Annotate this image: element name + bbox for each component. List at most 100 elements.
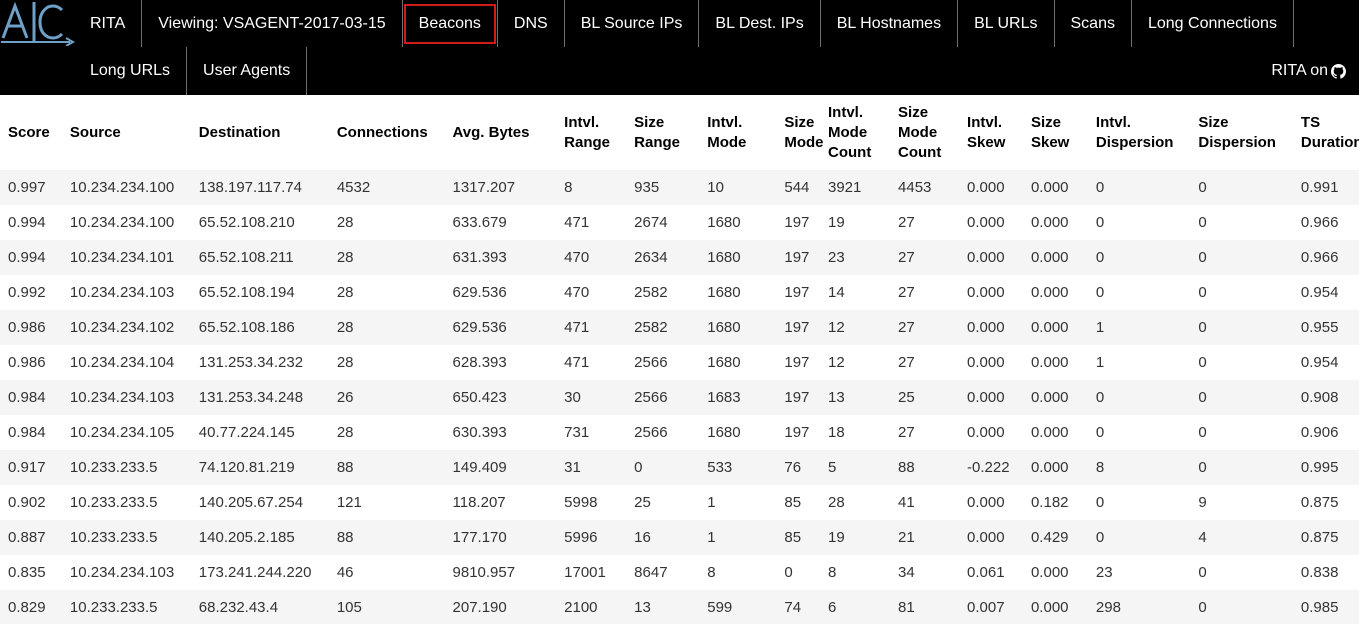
table-cell: 4532 xyxy=(328,170,445,205)
nav-user-agents[interactable]: User Agents xyxy=(187,47,308,95)
table-cell: 0 xyxy=(1087,485,1191,520)
nav-bl-urls-label: BL URLs xyxy=(974,14,1038,32)
table-cell: 34 xyxy=(890,555,960,590)
table-cell: 10.234.234.103 xyxy=(61,555,191,590)
column-header[interactable]: Destination xyxy=(191,95,329,170)
table-cell: 2566 xyxy=(626,380,700,415)
column-header[interactable]: Connections xyxy=(329,95,445,170)
table-cell: 0 xyxy=(1190,275,1293,310)
table-cell: 0.429 xyxy=(1022,520,1088,555)
table-cell: 0.000 xyxy=(959,310,1023,345)
nav-beacons[interactable]: Beacons xyxy=(403,0,498,47)
table-cell: 10.234.234.104 xyxy=(61,345,191,380)
table-cell: 731 xyxy=(556,415,627,450)
nav-bl-source-ips[interactable]: BL Source IPs xyxy=(565,0,700,47)
table-cell: 10.234.234.100 xyxy=(61,170,191,205)
table-cell: 0 xyxy=(1087,380,1191,415)
table-cell: 16 xyxy=(626,520,700,555)
table-cell: 0.000 xyxy=(1022,415,1088,450)
table-cell: 27 xyxy=(890,240,960,275)
column-header-line: Range xyxy=(634,133,681,151)
table-cell: 0.000 xyxy=(1022,240,1088,275)
column-header[interactable]: Intvl. Skew xyxy=(959,95,1023,170)
table-cell: 0.986 xyxy=(0,345,62,380)
column-header[interactable]: Size Skew xyxy=(1023,95,1088,170)
table-cell: 10.234.234.101 xyxy=(61,240,191,275)
table-cell: 0.954 xyxy=(1292,345,1359,380)
table-cell: 28 xyxy=(328,310,445,345)
table-cell: 0.000 xyxy=(1022,310,1088,345)
nav-bl-hostnames[interactable]: BL Hostnames xyxy=(821,0,959,47)
table-cell: 140.205.67.254 xyxy=(190,485,329,520)
table-cell: 471 xyxy=(556,205,627,240)
column-header[interactable]: Size Range xyxy=(626,95,699,170)
nav-viewing-dataset[interactable]: Viewing: VSAGENT-2017-03-15 xyxy=(142,0,403,47)
table-cell: 0.835 xyxy=(0,555,62,590)
table-cell: 12 xyxy=(820,310,891,345)
nav-long-urls[interactable]: Long URLs xyxy=(74,47,188,95)
column-header-line: Score xyxy=(8,123,50,141)
table-cell: 26 xyxy=(328,380,445,415)
nav-long-connections-label: Long Connections xyxy=(1147,14,1277,32)
table-cell: 631.393 xyxy=(444,240,557,275)
table-cell: 0 xyxy=(1190,205,1293,240)
table-cell: 0.000 xyxy=(959,345,1023,380)
column-header[interactable]: Intvl. Range xyxy=(556,95,626,170)
table-cell: 0.000 xyxy=(1022,275,1088,310)
nav-bl-dest-ips[interactable]: BL Dest. IPs xyxy=(699,0,821,47)
column-header[interactable]: Intvl. Mode xyxy=(699,95,776,170)
table-cell: 2100 xyxy=(556,590,627,624)
table-cell: 0.995 xyxy=(1292,450,1359,485)
column-header[interactable]: Size Mode xyxy=(776,95,823,170)
table-cell: 1 xyxy=(699,520,777,555)
table-cell: 471 xyxy=(556,310,627,345)
table-cell: 0.994 xyxy=(0,240,62,275)
nav-scans[interactable]: Scans xyxy=(1055,0,1132,47)
column-header[interactable]: Size Mode Count xyxy=(890,95,959,170)
table-cell: 65.52.108.194 xyxy=(190,275,329,310)
column-header-line: Size xyxy=(784,113,815,131)
table-cell: 28 xyxy=(328,275,445,310)
table-cell: 0.838 xyxy=(1292,555,1359,590)
table-cell: 0.906 xyxy=(1292,415,1359,450)
table-cell: 0.986 xyxy=(0,310,62,345)
table-cell: 5998 xyxy=(556,485,627,520)
column-header[interactable]: Intvl. Mode Count xyxy=(820,95,890,170)
table-cell: 0.000 xyxy=(959,205,1023,240)
nav-rita[interactable]: RITA xyxy=(74,0,143,47)
column-header-line: Count xyxy=(828,143,872,161)
nav-dns[interactable]: DNS xyxy=(498,0,565,47)
nav-viewing-dataset-label: Viewing: VSAGENT-2017-03-15 xyxy=(158,14,386,32)
column-header[interactable]: Score xyxy=(0,95,62,170)
table-body: 0.997 10.234.234.100 138.197.117.74 4532 131… xyxy=(0,170,1359,624)
table-cell: 65.52.108.186 xyxy=(190,310,329,345)
table-row: 0.994 10.234.234.101 65.52.108.211 28 631.39… xyxy=(0,240,1359,275)
rita-github-link[interactable]: RITA on xyxy=(1271,47,1346,95)
table-cell: 68.232.43.4 xyxy=(190,590,329,624)
table-cell: 4 xyxy=(1190,520,1293,555)
column-header[interactable]: Source xyxy=(62,95,191,170)
nav-long-connections[interactable]: Long Connections xyxy=(1132,0,1294,47)
table-cell: 1680 xyxy=(699,345,777,380)
nav-user-agents-label: User Agents xyxy=(203,62,291,79)
column-header[interactable]: Avg. Bytes xyxy=(445,95,557,170)
table-cell: 23 xyxy=(1087,555,1191,590)
table-cell: 629.536 xyxy=(444,275,557,310)
table-cell: 533 xyxy=(699,450,777,485)
table-cell: 131.253.34.248 xyxy=(190,380,329,415)
table-cell: 0 xyxy=(1087,170,1191,205)
column-header[interactable]: Intvl. Dispersion xyxy=(1088,95,1191,170)
table-cell: 0 xyxy=(1087,275,1191,310)
column-header[interactable]: TS Duration xyxy=(1293,95,1359,170)
table-cell: 27 xyxy=(890,345,960,380)
nav-scans-label: Scans xyxy=(1070,14,1115,32)
nav-bl-urls[interactable]: BL URLs xyxy=(958,0,1055,47)
table-cell: 27 xyxy=(890,205,960,240)
ac-logo[interactable] xyxy=(0,0,80,47)
table-cell: 0.000 xyxy=(959,275,1023,310)
column-header-line: Source xyxy=(69,123,121,141)
column-header[interactable]: Size Dispersion xyxy=(1190,95,1293,170)
table-cell: 0.000 xyxy=(959,380,1023,415)
table-cell: 1683 xyxy=(699,380,777,415)
table-cell: 2582 xyxy=(626,275,700,310)
